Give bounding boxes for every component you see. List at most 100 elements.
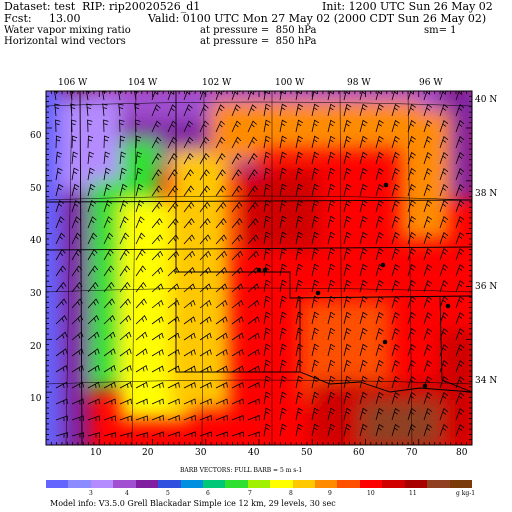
wind-barb	[231, 234, 243, 245]
lat-label-34n: 34 N	[475, 376, 498, 386]
color-scale-bar	[46, 480, 473, 488]
wind-barb	[327, 135, 336, 149]
wind-barb	[87, 348, 100, 357]
wind-barb	[455, 392, 465, 405]
wind-barb	[167, 267, 180, 277]
wind-barb	[279, 199, 287, 213]
wind-barb	[135, 265, 147, 277]
wind-barb	[263, 91, 270, 101]
wind-barb	[327, 119, 336, 133]
wind-barb	[439, 408, 449, 421]
wind-barb	[87, 151, 94, 165]
wind-barb	[231, 104, 241, 117]
wind-barb	[295, 263, 303, 277]
wind-barb	[103, 381, 116, 389]
wind-barb	[439, 168, 449, 181]
barb-legend: BARB VECTORS: FULL BARB = 5 m s-1	[180, 467, 303, 474]
scale-units: g kg-1	[456, 490, 476, 497]
wind-barb	[375, 343, 384, 357]
wind-barb	[135, 151, 142, 165]
wind-barb	[103, 331, 116, 341]
wind-barb	[103, 298, 115, 309]
wind-barb	[311, 183, 320, 197]
y-tick-30: 30	[30, 289, 42, 299]
wind-barb	[391, 311, 400, 325]
wind-barb	[135, 432, 148, 438]
wind-barb	[247, 136, 258, 149]
wind-barb	[327, 295, 336, 309]
y-tick-20: 20	[30, 342, 42, 352]
color-swatch	[427, 480, 450, 488]
lon-label-104w: 104 W	[128, 78, 158, 88]
wind-barb	[71, 167, 79, 181]
wind-barb	[375, 167, 384, 181]
wind-barb	[391, 327, 400, 341]
wind-barb	[455, 120, 465, 133]
wind-barb	[103, 314, 116, 325]
wind-barb	[279, 167, 287, 181]
valid-time: Valid: 0100 UTC Mon 27 May 02 (2000 CDT …	[148, 12, 487, 25]
wind-barb	[375, 359, 384, 373]
wind-barb	[247, 398, 260, 405]
wind-barb	[247, 414, 260, 421]
wind-barb	[151, 414, 164, 421]
wind-barb	[231, 365, 244, 373]
wind-barb	[455, 312, 465, 325]
wind-barb	[375, 119, 384, 133]
wind-barb	[439, 120, 449, 133]
wind-barb	[135, 199, 144, 213]
wind-barb	[199, 316, 212, 325]
wind-barb	[391, 167, 400, 181]
wind-barb	[183, 316, 196, 325]
wind-barb	[87, 415, 100, 422]
wind-barb	[167, 104, 177, 117]
scale-label-10: 10	[367, 490, 375, 497]
wind-barb	[359, 295, 368, 309]
wind-barb	[183, 431, 196, 438]
scale-label-9: 9	[328, 490, 332, 497]
wind-barb	[407, 263, 416, 277]
wind-barb	[215, 398, 228, 405]
wind-barb	[279, 327, 287, 341]
wind-barb	[407, 231, 416, 245]
wind-barb	[455, 232, 465, 245]
wind-barb	[151, 152, 162, 165]
wind-barb	[295, 167, 303, 181]
wind-barb	[359, 215, 368, 229]
wind-barb	[183, 169, 194, 181]
wind-barb	[391, 359, 400, 373]
wind-barb	[247, 234, 259, 245]
wind-barb	[87, 331, 100, 341]
wind-barb	[359, 103, 368, 117]
wind-barb	[439, 200, 449, 213]
wind-barb	[263, 407, 271, 421]
wind-barb	[407, 279, 416, 293]
wind-barb	[375, 375, 384, 389]
wind-barb	[359, 263, 368, 277]
dataset-label: Dataset: test RIP: rip20020526_d1	[4, 0, 201, 13]
wind-barb	[87, 314, 100, 325]
wind-barb	[247, 169, 258, 181]
wind-barb	[279, 183, 287, 197]
wind-barb	[215, 201, 227, 213]
field-name-moisture: Water vapor mixing ratio	[4, 25, 131, 36]
wind-barb	[167, 283, 180, 293]
wind-barb	[423, 359, 433, 373]
wind-barb	[423, 119, 433, 133]
wind-barb	[327, 231, 336, 245]
wind-barb	[54, 103, 60, 117]
wind-barb	[55, 331, 68, 341]
wind-barb	[359, 151, 368, 165]
wind-barb	[55, 348, 68, 357]
wind-barb	[263, 199, 271, 213]
scale-label-6: 6	[206, 490, 210, 497]
wind-barb	[359, 359, 368, 373]
wind-barb	[135, 232, 146, 245]
wind-barb	[135, 135, 142, 149]
wind-barb	[327, 327, 336, 341]
wind-barb	[263, 295, 271, 309]
lat-lon-grid	[46, 91, 472, 445]
wind-barb	[407, 247, 416, 261]
wind-barb	[375, 231, 384, 245]
